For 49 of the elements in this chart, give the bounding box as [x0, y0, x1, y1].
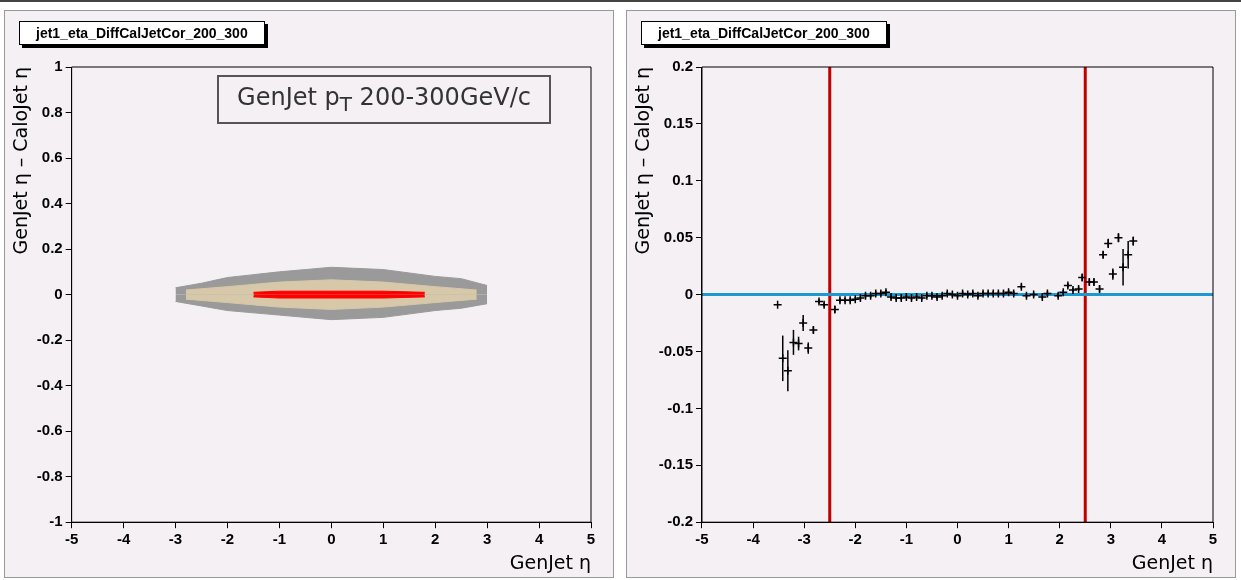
y-tick-label: -0.6	[36, 421, 63, 439]
x-tick-label: -2	[848, 530, 862, 548]
x-tick-label: 4	[1157, 530, 1167, 548]
x-tick-label: -3	[168, 530, 183, 548]
chart-title: jet1_eta_DiffCalJetCor_200_300	[641, 21, 887, 45]
y-tick-label: 0.2	[41, 239, 63, 257]
x-tick-label: -4	[746, 530, 761, 548]
y-tick-label: -0.2	[667, 512, 693, 530]
y-axis-title: GenJet η – CaloJet η	[631, 67, 654, 255]
y-tick-label: 0.8	[41, 102, 63, 120]
x-tick-label: -2	[220, 530, 235, 548]
x-tick-label: -5	[695, 530, 709, 548]
y-tick-label: -0.2	[36, 330, 63, 348]
x-tick-label: -5	[64, 530, 79, 548]
x-axis-title: GenJet η	[1131, 550, 1213, 573]
x-tick-label: 2	[431, 530, 440, 548]
x-tick-label: 5	[1208, 530, 1218, 548]
y-tick-label: 0.1	[672, 170, 693, 188]
y-tick-label: 0	[684, 284, 693, 302]
x-tick-label: 4	[534, 530, 544, 548]
y-tick-label: 0.6	[41, 148, 63, 166]
x-tick-label: 1	[1004, 530, 1013, 548]
x-tick-label: 3	[1106, 530, 1115, 548]
y-tick-label: 0.4	[41, 193, 64, 211]
y-tick-label: -0.4	[36, 375, 64, 393]
y-tick-label: 0.05	[663, 227, 693, 245]
x-tick-label: 3	[482, 530, 492, 548]
chart-title: jet1_eta_DiffCalJetCor_200_300	[19, 21, 265, 45]
y-tick-label: 1	[54, 57, 63, 75]
x-tick-label: 0	[327, 530, 336, 548]
x-tick-label: -3	[797, 530, 811, 548]
y-tick-label: -0.8	[36, 466, 63, 484]
y-tick-label: -0.1	[667, 398, 693, 416]
y-tick-label: 0.15	[663, 114, 693, 132]
y-axis-title: GenJet η – CaloJet η	[9, 67, 32, 255]
x-tick-label: -1	[272, 530, 287, 548]
x-tick-label: 5	[586, 530, 596, 548]
x-tick-label: -1	[899, 530, 914, 548]
y-tick-label: -0.05	[658, 341, 693, 359]
y-tick-label: 0	[54, 284, 63, 302]
annotation: GenJet p$_{T}$ 200-300GeV/c	[217, 75, 551, 124]
x-tick-label: 2	[1055, 530, 1064, 548]
x-tick-label: 1	[379, 530, 388, 548]
y-tick-label: -0.15	[658, 455, 693, 473]
x-axis-title: GenJet η	[509, 550, 591, 573]
x-tick-label: -4	[116, 530, 131, 548]
y-tick-label: 0.2	[672, 57, 693, 75]
x-tick-label: 0	[953, 530, 962, 548]
y-tick-label: -1	[49, 512, 63, 530]
